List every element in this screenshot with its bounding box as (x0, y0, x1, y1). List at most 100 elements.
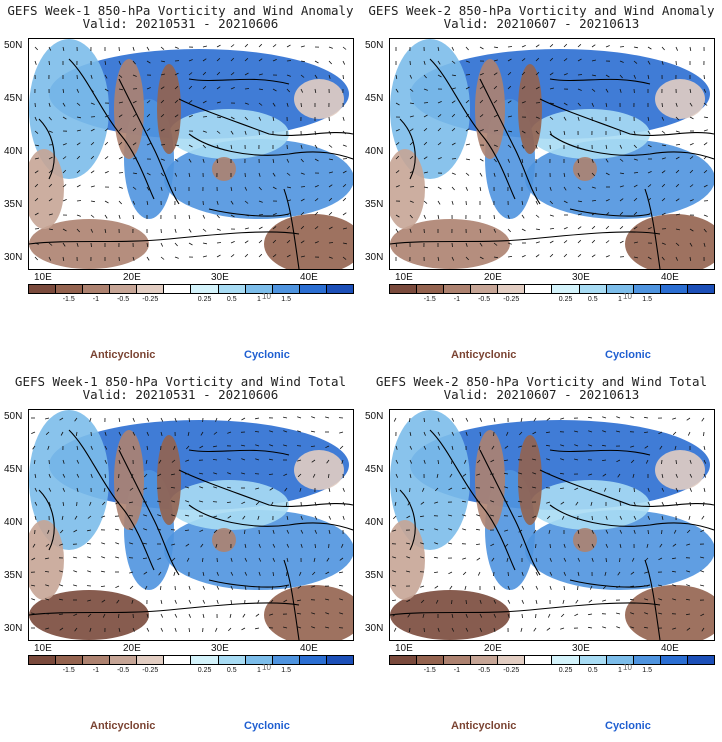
wind-arrow (272, 543, 276, 548)
wind-arrow (297, 612, 302, 615)
wind-arrow (437, 157, 442, 160)
wind-arrow (314, 158, 319, 162)
wind-arrow (605, 144, 608, 149)
wind-arrow (563, 116, 567, 121)
wind-arrow (227, 431, 232, 434)
wind-arrow (87, 529, 92, 532)
wind-arrow (324, 416, 330, 419)
wind-arrow (533, 529, 537, 534)
wind-arrow (132, 256, 135, 261)
wind-arrow (686, 543, 691, 546)
wind-arrow (89, 627, 92, 632)
wind-arrow (395, 142, 400, 146)
wind-arrow (146, 128, 151, 132)
wind-arrow (62, 46, 65, 51)
wind-arrow (644, 445, 649, 449)
wind-arrow (104, 459, 107, 464)
colorbar-swatch (633, 656, 661, 664)
wind-arrow (87, 599, 92, 602)
colorbar-swatch (245, 656, 273, 664)
wind-arrow (507, 571, 509, 577)
wind-arrow (490, 486, 495, 489)
wind-arrow (230, 44, 235, 48)
wind-arrow (577, 172, 581, 177)
wind-arrow (395, 487, 397, 493)
wind-arrow (170, 487, 176, 489)
wind-arrow (479, 158, 484, 162)
colorbar-swatch (56, 656, 84, 664)
wind-arrow (406, 599, 411, 603)
panel-week2-total: GEFS Week-2 850-hPa Vorticity and Wind T… (361, 371, 722, 742)
cyclonic-label: Cyclonic (244, 349, 290, 361)
wind-arrow (244, 571, 248, 576)
wind-arrow (328, 74, 331, 79)
wind-arrow (406, 570, 411, 573)
coastline (549, 133, 714, 160)
wind-arrow (409, 128, 414, 132)
colorbar-tick-label: -1.5 (62, 667, 75, 674)
wind-arrow (216, 228, 221, 231)
wind-arrow (661, 46, 665, 51)
wind-arrow (314, 211, 319, 216)
wind-arrow (448, 571, 453, 575)
coastline (390, 602, 661, 616)
colorbar-tick-label: 1.5 (642, 667, 652, 674)
wind-arrow (258, 58, 263, 62)
wind-arrow (118, 214, 121, 219)
panel-week2-anomaly: GEFS Week-2 850-hPa Vorticity and Wind A… (361, 0, 722, 371)
wind-arrow (619, 158, 624, 162)
wind-arrow (422, 487, 425, 492)
wind-arrow (506, 431, 509, 436)
longitude-label: 30E (572, 272, 590, 283)
colorbar-swatch (498, 656, 526, 664)
wind-arrow (507, 256, 513, 258)
wind-arrow (240, 472, 246, 475)
coastline (644, 188, 661, 269)
wind-arrow (160, 128, 165, 132)
wind-arrow (479, 228, 482, 233)
wind-arrow (34, 130, 39, 134)
wind-arrow (342, 130, 346, 135)
wind-arrow (619, 60, 624, 63)
wind-arrow (437, 114, 442, 118)
colorbar-swatch (579, 656, 607, 664)
wind-arrow (118, 101, 123, 104)
wind-arrow (48, 116, 52, 121)
wind-arrow (244, 543, 247, 548)
wind-arrow (86, 543, 92, 545)
wind-arrow (449, 473, 453, 478)
wind-arrow (591, 158, 594, 163)
wind-arrow (254, 431, 260, 433)
wind-arrow (535, 254, 540, 258)
wind-arrow (644, 612, 649, 615)
wind-arrow (409, 473, 412, 478)
cyclonic-region (525, 139, 714, 219)
wind-arrow (394, 501, 397, 506)
wind-arrow (632, 473, 635, 478)
latitude-label: 30N (4, 623, 23, 634)
wind-arrow (532, 486, 537, 489)
wind-arrow (619, 487, 621, 493)
wind-arrow (672, 584, 677, 587)
wind-arrow (476, 557, 481, 561)
wind-arrow (392, 599, 397, 601)
wind-arrow (313, 557, 316, 562)
wind-arrow (518, 515, 523, 517)
colorbar-swatch (390, 285, 418, 293)
coastline (399, 489, 416, 551)
wind-arrow (701, 515, 705, 520)
wind-arrow (392, 613, 397, 617)
wind-arrow (423, 627, 425, 633)
wind-arrow (434, 585, 439, 589)
wind-arrow (62, 156, 67, 160)
wind-arrow (244, 585, 247, 590)
wind-arrow (174, 129, 179, 132)
colorbar-tick-label: 0.5 (226, 296, 237, 303)
wind-arrow (341, 459, 344, 464)
wind-arrow (62, 169, 67, 174)
wind-arrow (451, 158, 457, 160)
wind-arrow (314, 130, 317, 135)
wind-arrow (504, 459, 509, 462)
wind-arrow (689, 184, 694, 188)
wind-arrow (703, 142, 708, 146)
